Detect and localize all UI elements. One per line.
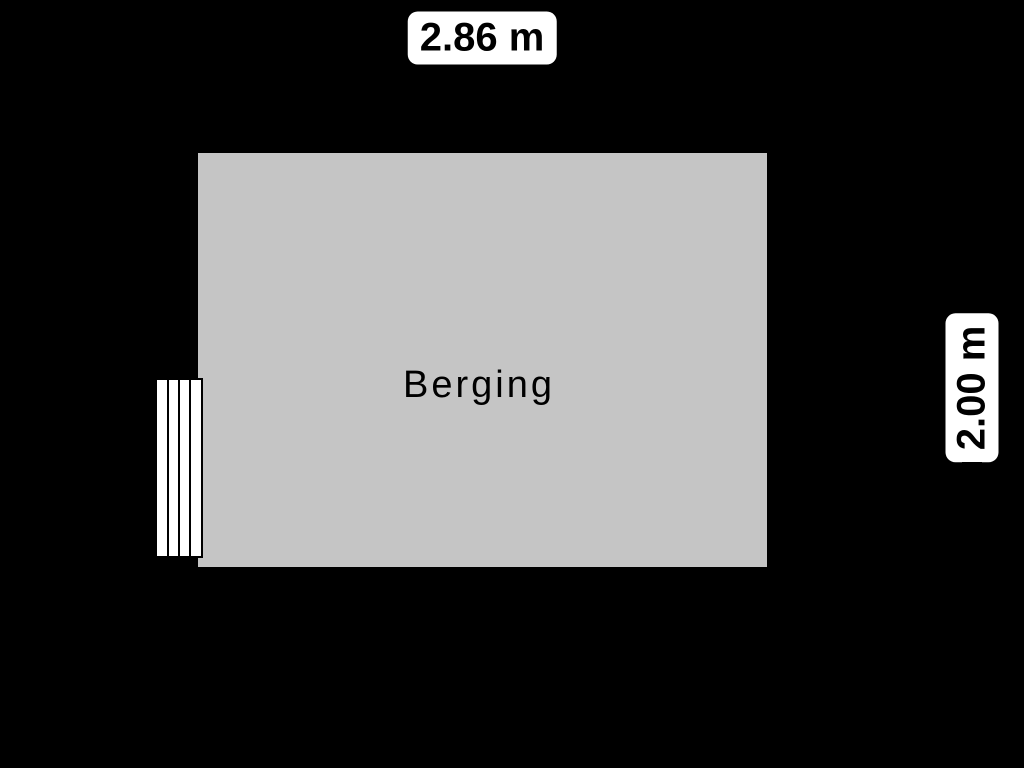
height-dimension-text: 2.00 m bbox=[950, 326, 994, 451]
width-tick-right bbox=[582, 28, 586, 48]
room-berging: Berging bbox=[195, 150, 770, 570]
door-inner-line bbox=[167, 380, 169, 556]
door-inner-line bbox=[178, 380, 180, 556]
height-dimension-label: 2.00 m bbox=[946, 314, 999, 463]
width-dimension-text: 2.86 m bbox=[420, 16, 545, 60]
floorplan-canvas: Berging 2.86 m 2.00 m bbox=[0, 0, 1024, 768]
height-tick-bottom bbox=[962, 462, 982, 466]
door-icon bbox=[155, 378, 203, 558]
room-label: Berging bbox=[403, 364, 555, 407]
width-tick-left bbox=[380, 28, 384, 48]
door-inner-line bbox=[189, 380, 191, 556]
width-dimension-label: 2.86 m bbox=[408, 12, 557, 65]
